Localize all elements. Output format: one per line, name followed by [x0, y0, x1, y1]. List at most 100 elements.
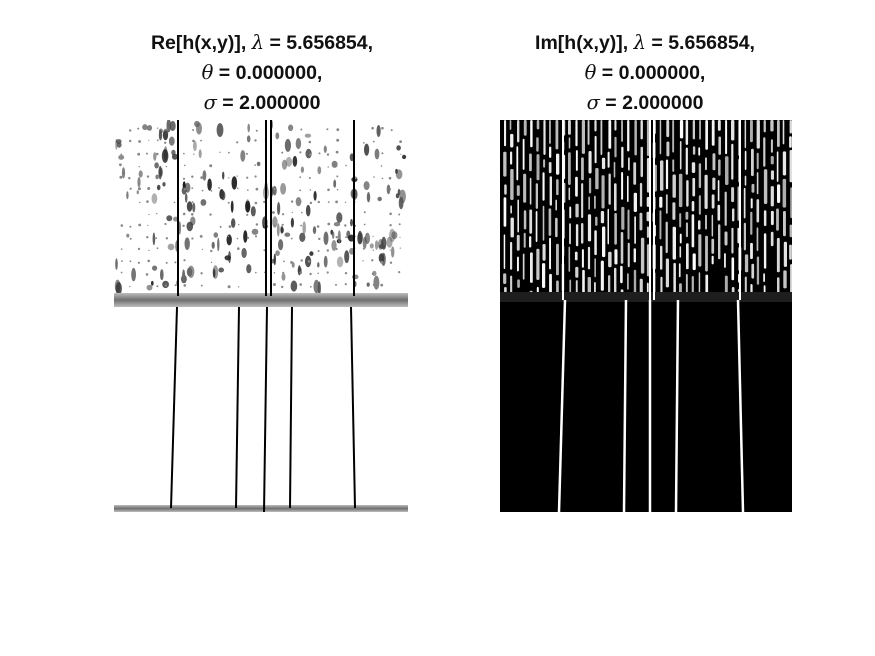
texture-blob — [291, 281, 298, 292]
texture-stripe — [680, 234, 682, 244]
texture-blob — [231, 218, 235, 228]
texture-stripe — [745, 176, 747, 186]
texture-stripe — [679, 213, 681, 227]
texture-stripe — [510, 205, 512, 213]
texture-blob — [162, 149, 169, 163]
texture-dot — [255, 272, 257, 274]
texture-stripe — [731, 144, 733, 180]
texture-stripe — [549, 147, 551, 158]
texture-dot — [156, 213, 157, 214]
texture-stripe — [516, 146, 518, 180]
texture-stripe — [627, 273, 629, 290]
texture-dot — [166, 128, 168, 130]
texture-blob — [306, 205, 311, 217]
texture-dot — [165, 284, 167, 286]
texture-stripe — [594, 120, 596, 132]
texture-stripe — [745, 254, 748, 272]
texture-dot — [166, 237, 168, 239]
texture-dot — [373, 250, 374, 251]
texture-stripe — [601, 261, 604, 291]
texture-dot — [200, 176, 203, 179]
texture-stripe — [568, 152, 571, 185]
texture-blob — [154, 162, 159, 168]
texture-stripe — [699, 195, 701, 215]
texture-dot — [121, 260, 123, 262]
texture-dot — [328, 201, 330, 203]
texture-stripe — [686, 243, 689, 269]
texture-stripe — [608, 252, 612, 267]
texture-stripe — [692, 201, 695, 211]
texture-blob — [391, 231, 397, 239]
real-title-line-1: Re[h(x,y)], λ = 5.656854, — [82, 28, 442, 58]
texture-stripe — [640, 213, 643, 231]
texture-blob — [324, 256, 328, 268]
texture-stripe — [634, 248, 636, 262]
texture-stripe — [523, 254, 525, 280]
texture-stripe — [659, 197, 662, 208]
texture-dot — [146, 153, 148, 155]
texture-dot — [184, 188, 186, 190]
texture-dot — [254, 139, 256, 141]
texture-dot — [147, 175, 149, 177]
texture-dot — [363, 142, 365, 144]
texture-blob — [142, 124, 147, 130]
texture-stripe — [705, 215, 707, 230]
texture-dot — [147, 187, 150, 190]
texture-dot — [238, 286, 239, 287]
texture-stripe — [731, 120, 734, 141]
texture-blob — [275, 132, 279, 139]
texture-stripe — [517, 235, 520, 251]
texture-stripe — [771, 156, 774, 164]
texture-blob — [367, 192, 370, 202]
texture-dot — [130, 238, 132, 240]
texture-dot — [319, 152, 321, 154]
texture-stripe — [569, 207, 571, 219]
texture-stripe — [771, 170, 774, 179]
texture-dot — [399, 223, 401, 225]
texture-blob — [131, 268, 136, 281]
texture-stripe — [783, 151, 786, 175]
texture-blob — [240, 150, 245, 162]
texture-stripe — [608, 152, 610, 168]
texture-stripe — [725, 120, 727, 154]
texture-blob — [377, 125, 381, 137]
texture-stripe — [543, 206, 545, 241]
texture-dot — [166, 166, 167, 167]
texture-blob — [313, 226, 316, 234]
texture-blob — [193, 141, 197, 151]
texture-dot — [157, 139, 159, 141]
texture-blob — [221, 191, 226, 200]
texture-stripe — [712, 120, 715, 146]
texture-blob — [296, 138, 301, 149]
texture-stripe — [621, 207, 624, 230]
texture-dot — [138, 187, 141, 190]
texture-stripe — [672, 159, 674, 172]
texture-dot — [210, 250, 212, 252]
texture-stripe — [718, 180, 720, 201]
texture-stripe — [575, 204, 578, 218]
texture-blob — [377, 197, 382, 201]
texture-stripe — [602, 227, 605, 258]
theta-symbol: θ — [585, 61, 597, 84]
texture-stripe — [569, 247, 571, 272]
texture-stripe — [693, 120, 695, 139]
texture-dot — [191, 187, 193, 189]
texture-blob — [357, 232, 362, 244]
texture-dot — [237, 188, 239, 190]
texture-dot — [138, 262, 140, 264]
texture-stripe — [673, 263, 676, 293]
texture-blob — [247, 124, 250, 133]
texture-stripe — [698, 147, 700, 156]
texture-stripe — [724, 253, 726, 268]
texture-dot — [317, 225, 320, 228]
texture-dot — [156, 153, 159, 156]
texture-blob — [396, 193, 399, 198]
texture-stripe — [673, 227, 676, 260]
texture-stripe — [666, 259, 669, 288]
texture-blob — [182, 269, 185, 282]
texture-stripe — [517, 279, 520, 288]
texture-dot — [139, 166, 140, 167]
texture-stripe — [504, 234, 506, 269]
texture-dot — [328, 166, 329, 167]
texture-stripe — [594, 230, 597, 255]
